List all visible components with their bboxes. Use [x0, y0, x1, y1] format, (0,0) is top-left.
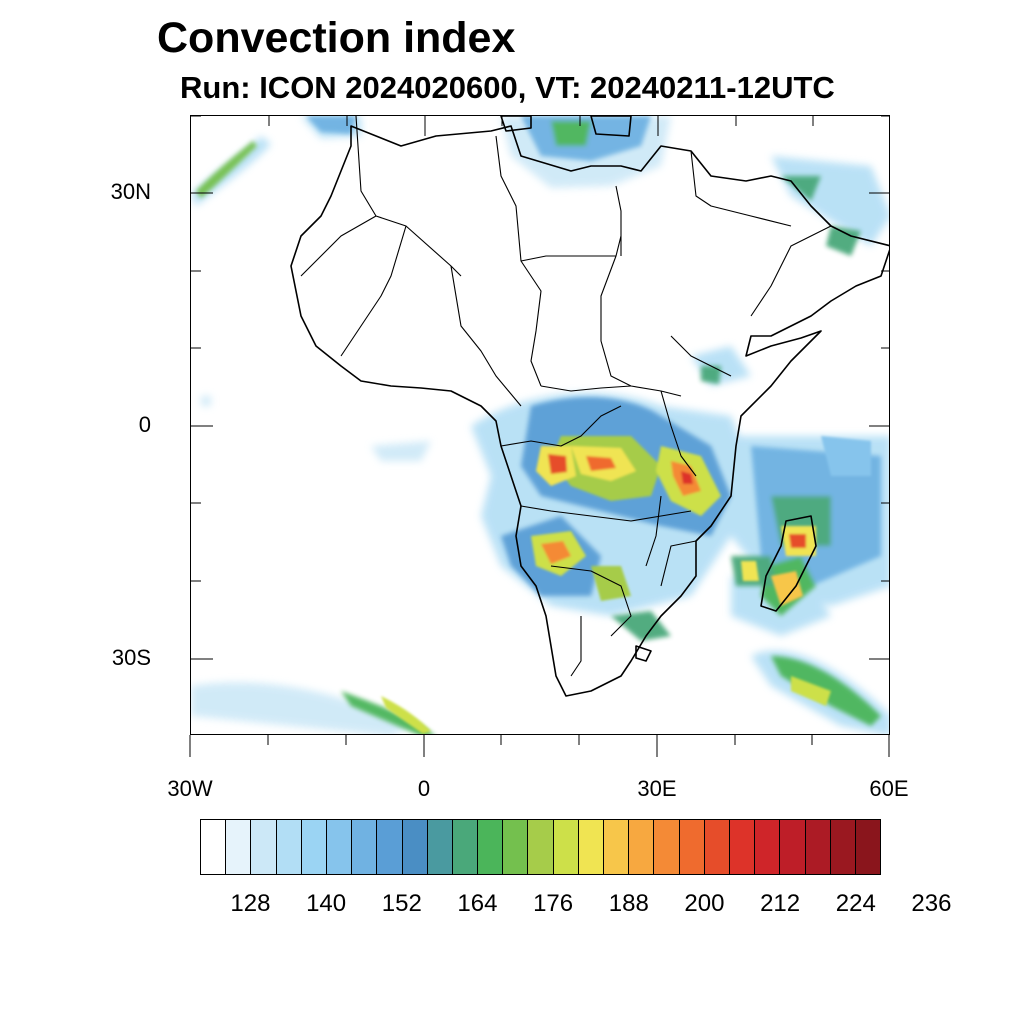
colorbar-box — [401, 819, 427, 875]
colorbar-box — [351, 819, 377, 875]
colorbar-box — [225, 819, 251, 875]
colorbar-box — [703, 819, 729, 875]
colorbar-box — [275, 819, 301, 875]
colorbar-box — [854, 819, 882, 875]
colorbar-label: 140 — [306, 890, 347, 917]
convection-mid-layer — [196, 116, 881, 734]
lat-label-30s: 30S — [111, 645, 151, 670]
map-canvas — [191, 116, 889, 734]
lat-label-30n: 30N — [110, 179, 151, 204]
colorbar-label: 176 — [533, 890, 574, 917]
colorbar-box — [250, 819, 276, 875]
colorbar-box — [477, 819, 503, 875]
colorbar-box — [577, 819, 603, 875]
colorbar — [200, 819, 882, 875]
colorbar-label: 152 — [381, 890, 422, 917]
axis-ticks — [191, 116, 889, 660]
map-title: Convection index — [157, 14, 516, 62]
colorbar-box — [527, 819, 553, 875]
colorbar-box — [300, 819, 326, 875]
lat-label-0: 0 — [138, 412, 151, 437]
colorbar-label: 212 — [760, 890, 801, 917]
colorbar-box — [829, 819, 855, 875]
colorbar-box — [628, 819, 654, 875]
colorbar-label: 188 — [608, 890, 649, 917]
colorbar-box — [678, 819, 704, 875]
map-subtitle: Run: ICON 2024020600, VT: 20240211-12UTC — [180, 70, 835, 105]
africa-coastline — [290, 116, 889, 697]
colorbar-label: 236 — [911, 890, 952, 917]
colorbar-box — [804, 819, 830, 875]
colorbar-box — [653, 819, 679, 875]
colorbar-label: 224 — [835, 890, 876, 917]
convection-high-layer — [381, 436, 871, 734]
colorbar-label: 164 — [457, 890, 498, 917]
lon-label-30e: 30E — [637, 776, 677, 801]
colorbar-box — [754, 819, 780, 875]
lon-label-30w: 30W — [167, 776, 213, 801]
colorbar-label: 200 — [684, 890, 725, 917]
lon-label-0: 0 — [417, 776, 431, 801]
colorbar-box — [200, 819, 226, 875]
colorbar-box — [376, 819, 402, 875]
colorbar-label: 128 — [230, 890, 271, 917]
colorbar-box — [728, 819, 755, 875]
colorbar-box — [325, 819, 352, 875]
colorbar-box — [603, 819, 629, 875]
colorbar-box — [502, 819, 528, 875]
lon-label-60e: 60E — [869, 776, 909, 801]
country-borders — [300, 116, 832, 677]
colorbar-box — [451, 819, 478, 875]
colorbar-box — [426, 819, 452, 875]
colorbar-box — [779, 819, 805, 875]
colorbar-box — [552, 819, 578, 875]
map-panel[interactable] — [190, 115, 890, 735]
